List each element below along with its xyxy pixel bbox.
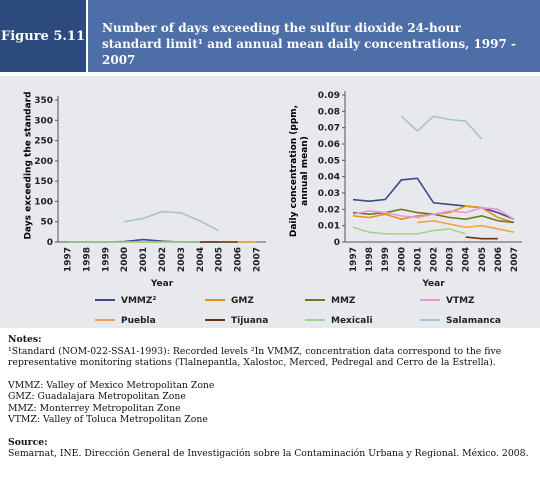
abbreviation: MMZ: Monterrey Metropolitan Zone — [8, 402, 181, 414]
y-axis-label: Daily concentration (ppm, annual mean) — [289, 104, 310, 238]
x-tick-label: 2003 — [446, 247, 456, 272]
x-tick-label: 2007 — [253, 247, 263, 272]
x-tick-label: 2002 — [430, 247, 440, 272]
x-tick-label: 2000 — [397, 247, 407, 272]
series: VTMZ — [352, 206, 515, 220]
x-tick-label: 2006 — [494, 247, 504, 272]
y-axis-label: Days exceeding the standard — [23, 91, 34, 240]
x-tick-label: 1999 — [101, 247, 111, 272]
x-tick-label: 2000 — [120, 247, 130, 272]
x-tick-label: 1998 — [365, 247, 375, 272]
abbreviation: VTMZ: Valley of Toluca Metropolitan Zone — [8, 414, 208, 425]
series: Mexicali — [352, 226, 466, 235]
y-tick-label: 250 — [34, 137, 53, 147]
figure-title: Number of days exceeding the sulfur diox… — [88, 0, 540, 72]
y-tick-label: 350 — [34, 96, 53, 106]
series: Salamanca — [124, 210, 220, 232]
x-tick-label: 1999 — [381, 247, 391, 272]
x-tick-label: 2002 — [158, 247, 168, 272]
x-tick-label: 2005 — [478, 247, 488, 272]
legend-label: MMZ — [331, 296, 356, 306]
legend-label: Tijuana — [231, 316, 268, 326]
y-tick-label: 0 — [47, 238, 53, 248]
source-text: Semarnat, INE. Dirección General de Inve… — [8, 448, 529, 459]
x-tick-label: 1997 — [63, 247, 73, 272]
x-tick-label: 1998 — [82, 247, 92, 272]
y-tick-label: 0.09 — [318, 91, 340, 101]
legend-label: Puebla — [121, 316, 156, 326]
x-tick-label: 2005 — [215, 247, 225, 272]
y-tick-label: 0.04 — [318, 173, 340, 183]
y-tick-label: 100 — [34, 197, 53, 207]
y-tick-label: 150 — [34, 177, 53, 187]
series: VMMZ² — [352, 177, 515, 220]
abbreviation: VMMZ: Valley of Mexico Metropolitan Zone — [8, 379, 215, 391]
legend-label: VMMZ² — [121, 296, 156, 306]
x-tick-label: 2004 — [196, 247, 206, 272]
chart-panel — [0, 76, 540, 328]
x-tick-label: 2003 — [177, 247, 187, 272]
x-axis-label: Year — [421, 279, 445, 289]
y-tick-label: 200 — [34, 157, 53, 167]
legend-label: Salamanca — [446, 316, 501, 326]
line — [400, 115, 483, 140]
x-tick-label: 2006 — [234, 247, 244, 272]
x-tick-label: 2007 — [510, 247, 520, 272]
abbreviation: GMZ: Guadalajara Metropolitan Zone — [8, 391, 186, 402]
series: Puebla — [417, 219, 515, 233]
y-tick-label: 0.05 — [318, 156, 340, 166]
figure-label: Figure 5.11 — [0, 0, 86, 72]
y-tick-label: 0.03 — [318, 189, 340, 199]
y-tick-label: 0.08 — [318, 107, 340, 117]
line — [352, 177, 515, 220]
series: Tijuana — [465, 236, 498, 240]
line — [352, 226, 466, 235]
legend-label: Mexicali — [331, 316, 373, 326]
x-tick-label: 2004 — [462, 247, 472, 272]
y-tick-label: 50 — [40, 218, 53, 228]
x-tick-label: 2001 — [139, 247, 149, 272]
legend-label: GMZ — [231, 296, 254, 306]
y-tick-label: 0.07 — [318, 124, 340, 134]
legend-label: VTMZ — [446, 296, 475, 306]
y-tick-label: 0 — [334, 238, 340, 248]
line — [352, 206, 515, 220]
line — [417, 219, 515, 233]
line — [465, 236, 498, 240]
notes-heading: Notes: — [8, 334, 42, 345]
y-tick-label: 300 — [34, 116, 53, 126]
footnote: ¹Standard (NOM-022-SSA1-1993): Recorded … — [8, 345, 502, 369]
x-axis-label: Year — [150, 279, 174, 289]
x-tick-label: 1997 — [349, 247, 359, 272]
y-tick-label: 0.06 — [318, 140, 340, 150]
notes: Notes: ¹Standard (NOM-022-SSA1-1993): Re… — [8, 334, 532, 460]
x-tick-label: 2001 — [413, 247, 423, 272]
source-heading: Source: — [8, 436, 48, 448]
series: Salamanca — [400, 115, 483, 140]
y-tick-label: 0.01 — [318, 222, 340, 232]
line — [124, 210, 220, 232]
y-tick-label: 0.02 — [318, 205, 340, 215]
